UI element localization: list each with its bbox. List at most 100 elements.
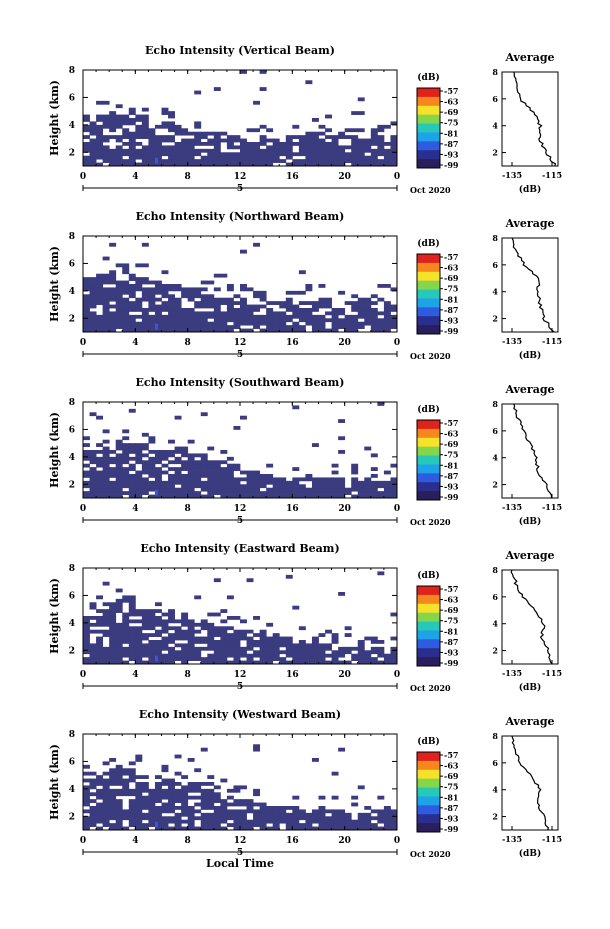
echo-cell — [89, 487, 97, 492]
echo-cell — [96, 280, 104, 285]
echo-cell — [154, 290, 162, 295]
echo-cell — [168, 491, 175, 495]
echo-cell — [141, 311, 149, 316]
echo-cell — [115, 118, 123, 122]
echo-cell — [383, 155, 391, 160]
echo-cell — [390, 657, 398, 661]
x-tick-label: 12 — [234, 338, 247, 348]
echo-cell — [311, 118, 319, 122]
echo-cell — [207, 622, 215, 627]
echo-cell — [285, 325, 293, 329]
echo-cell — [390, 142, 398, 146]
echo-cell — [181, 318, 189, 323]
echo-cell — [141, 643, 149, 648]
echo-cell — [168, 826, 175, 831]
echo-cell — [226, 152, 234, 157]
echo-cell — [240, 162, 247, 167]
echo-cell — [240, 318, 247, 323]
echo-cell — [207, 806, 215, 810]
echo-cell — [135, 812, 143, 817]
profile-x-tick-label: -115 — [542, 502, 562, 512]
echo-cell — [240, 619, 247, 624]
echo-cell — [298, 152, 306, 157]
echo-cell — [154, 799, 162, 803]
echo-cell — [168, 287, 175, 292]
echo-cell — [96, 653, 104, 658]
echo-cell — [154, 308, 162, 312]
echo-cell — [194, 162, 202, 167]
echo-cell — [194, 650, 202, 655]
echo-cell — [240, 785, 247, 790]
echo-cell — [128, 131, 136, 136]
echo-cell — [135, 657, 143, 661]
echo-cell — [357, 484, 365, 489]
echo-cell — [115, 443, 123, 447]
echo-cell — [115, 155, 123, 160]
echo-cell — [181, 633, 189, 637]
echo-cell — [220, 660, 228, 665]
echo-cell — [141, 328, 149, 333]
date-label: Oct 2020 — [410, 185, 451, 195]
echo-cell — [331, 135, 339, 139]
echo-cell — [89, 477, 97, 482]
echo-cell — [292, 643, 300, 648]
echo-cell — [357, 314, 365, 319]
echo-cell — [370, 328, 378, 333]
echo-cell — [168, 802, 175, 807]
echo-cell — [259, 294, 267, 299]
echo-cell — [115, 480, 123, 485]
echo-cell — [83, 650, 90, 655]
colorbar-band — [417, 114, 440, 125]
echo-cell — [213, 578, 221, 583]
y-tick-label: 8 — [69, 66, 75, 76]
echo-cell — [311, 318, 319, 323]
echo-cell — [370, 135, 378, 139]
echo-cell — [370, 809, 378, 814]
echo-cell — [213, 273, 221, 278]
echo-cell — [200, 480, 208, 485]
echo-cells — [83, 571, 398, 665]
echo-cell — [285, 308, 293, 312]
echo-cell — [154, 657, 162, 661]
echo-cell — [226, 633, 234, 637]
echo-cell — [272, 159, 280, 163]
echo-cell — [194, 290, 202, 295]
echo-cell — [266, 138, 274, 143]
echo-cell — [207, 826, 215, 831]
echo-cell — [122, 114, 130, 119]
echo-cell — [285, 138, 293, 143]
echo-cell — [311, 301, 319, 305]
echo-cell — [253, 128, 261, 133]
echo-cell — [122, 788, 130, 793]
echo-cell — [148, 159, 156, 163]
echo-cell — [148, 480, 156, 485]
x-tick-label: 8 — [185, 836, 191, 846]
echo-cell — [109, 121, 117, 126]
echo-cell — [351, 657, 359, 661]
echo-cell — [128, 450, 136, 454]
y-tick-label: 4 — [69, 287, 75, 297]
echo-cell — [109, 484, 117, 489]
echo-cell — [128, 290, 136, 295]
echo-cell — [161, 162, 169, 167]
echo-cell — [174, 653, 182, 658]
echo-cell — [220, 450, 228, 454]
echo-cell — [96, 460, 104, 465]
echo-cell — [220, 636, 228, 641]
echo-cell — [220, 155, 228, 160]
echo-cell — [83, 626, 90, 631]
echo-cell — [226, 155, 234, 160]
echo-cell — [272, 816, 280, 821]
echo-cell — [298, 142, 306, 146]
echo-cell — [83, 318, 90, 323]
echo-cell — [115, 314, 123, 319]
echo-cell — [109, 660, 117, 665]
echo-cell — [220, 626, 228, 631]
echo-cell — [325, 643, 332, 648]
echo-cell — [109, 460, 117, 465]
echo-cell — [141, 314, 149, 319]
echo-cell — [253, 660, 261, 665]
colorbar-tick-label: -93 — [444, 149, 459, 159]
echo-cell — [115, 816, 123, 821]
echo-cell — [181, 128, 189, 133]
